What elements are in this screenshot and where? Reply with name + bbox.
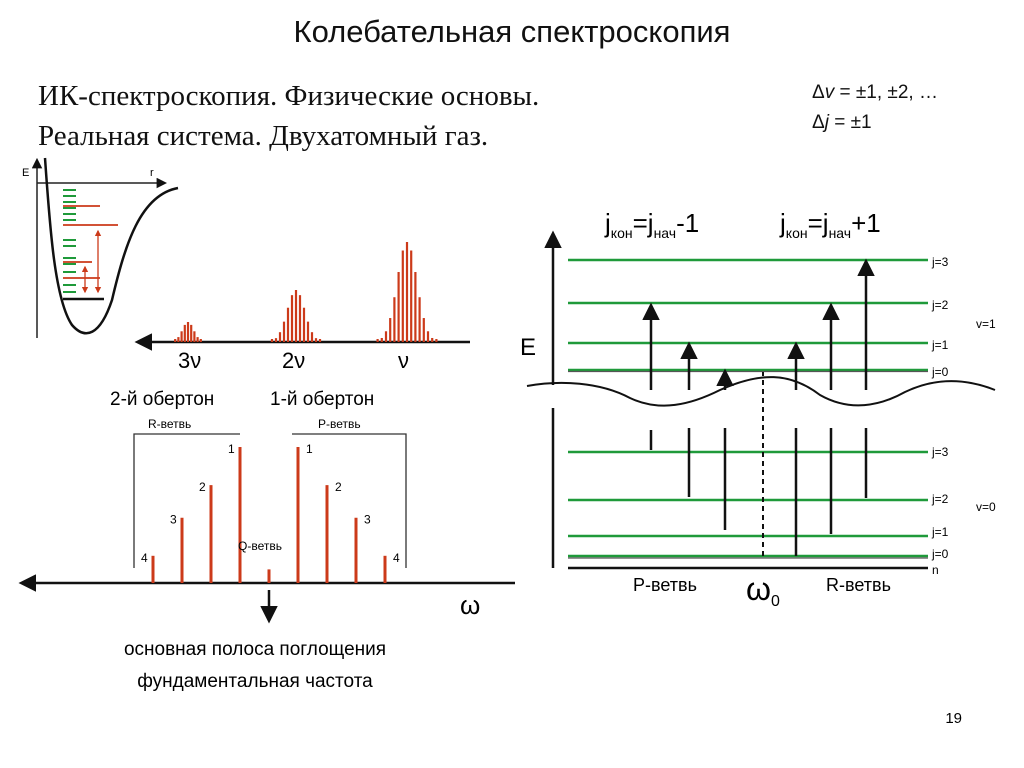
upper-j3: j=3 xyxy=(931,255,949,269)
omega-axis-label: ω xyxy=(460,590,480,620)
potential-well: E r xyxy=(22,157,179,338)
r-branch-line-label: 4 xyxy=(141,551,148,565)
p-branch-bracket xyxy=(292,433,407,568)
selection-rule-j: Δj = ±1 xyxy=(812,112,872,133)
lower-j0: j=0 xyxy=(931,547,949,561)
overtone-label-3v: 3ν xyxy=(178,348,201,373)
upper-state-label: v=1 xyxy=(976,317,996,331)
subtitle-line-1: ИК-спектроскопия. Физические основы. xyxy=(38,80,540,112)
r-transition-header: jкон=jнач+1 xyxy=(779,208,881,241)
p-branch-line-label: 3 xyxy=(364,513,371,527)
r-branch-line-label: 1 xyxy=(228,442,235,456)
p-branch-label: P-ветвь xyxy=(318,417,361,431)
r-branch-bracket xyxy=(133,433,240,568)
potential-r-label: r xyxy=(150,167,154,179)
q-branch-label: Q-ветвь xyxy=(238,539,282,553)
upper-j2: j=2 xyxy=(931,298,949,312)
band-spectrum: R-ветвь P-ветвь 1 2 3 4 1 2 3 4 Q-ветвь ω xyxy=(18,417,515,624)
lower-n: n xyxy=(932,563,939,577)
p-branch-line-label: 1 xyxy=(306,442,313,456)
r-branch-label: R-ветвь xyxy=(148,417,191,431)
lower-state-label: v=0 xyxy=(976,500,996,514)
p-branch-line-label: 2 xyxy=(335,480,342,494)
lower-j3: j=3 xyxy=(931,445,949,459)
energy-level-diagram: jкон=jнач-1 jкон=jнач+1 E j=3 j=2 j=1 j=… xyxy=(520,208,996,610)
morse-curve xyxy=(43,157,179,335)
overtone-label-2v: 2ν xyxy=(282,348,305,373)
upper-levels xyxy=(568,258,928,372)
lower-j2: j=2 xyxy=(931,492,949,506)
subtitle-line-2: Реальная система. Двухатомный газ. xyxy=(38,120,489,152)
r-branch-line-label: 3 xyxy=(170,513,177,527)
overtone-bands: 3ν 2ν ν xyxy=(134,242,470,373)
p-branch-bottom-label: P-ветвь xyxy=(633,575,697,595)
potential-green-levels xyxy=(63,189,76,293)
caption-line-2: фундаментальная частота xyxy=(137,671,373,692)
r-branch-line-label: 2 xyxy=(199,480,206,494)
page-number: 19 xyxy=(945,710,962,727)
second-overtone-label: 2-й обертон xyxy=(110,389,214,410)
selection-rule-v: Δv = ±1, ±2, … xyxy=(812,82,938,103)
upper-j1: j=1 xyxy=(931,338,949,352)
p-transition-header: jкон=jнач-1 xyxy=(604,208,699,241)
slide-title: Колебательная спектроскопия xyxy=(293,14,731,49)
caption-line-1: основная полоса поглощения xyxy=(124,639,386,660)
p-branch-line-label: 4 xyxy=(393,551,400,565)
overtone-label-v: ν xyxy=(398,348,409,373)
first-overtone-label: 1-й обертон xyxy=(270,389,374,410)
axis-break xyxy=(526,376,996,407)
energy-axis-label: E xyxy=(520,334,536,361)
omega0-label: ω0 xyxy=(746,571,780,610)
lower-j1: j=1 xyxy=(931,525,949,539)
potential-red-levels xyxy=(63,205,118,279)
lower-levels xyxy=(568,450,928,558)
r-branch-bottom-label: R-ветвь xyxy=(826,575,891,595)
potential-e-label: E xyxy=(22,167,29,179)
upper-j0: j=0 xyxy=(931,365,949,379)
